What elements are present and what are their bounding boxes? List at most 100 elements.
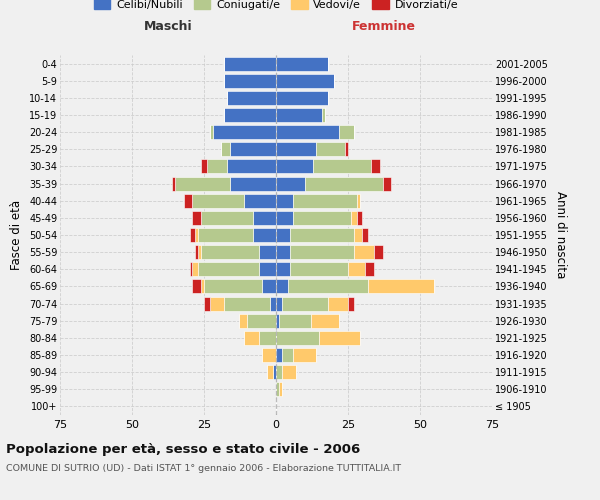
Bar	[198, 245, 201, 259]
Bar	[276, 160, 313, 173]
Bar	[279, 382, 282, 396]
Bar	[262, 348, 276, 362]
Bar	[276, 365, 282, 379]
Bar	[221, 142, 230, 156]
Bar	[247, 314, 276, 328]
Y-axis label: Anni di nascita: Anni di nascita	[554, 192, 567, 278]
Bar	[184, 194, 193, 207]
Legend: Celibi/Nubili, Coniugati/e, Vedovi/e, Divorziati/e: Celibi/Nubili, Coniugati/e, Vedovi/e, Di…	[91, 0, 461, 13]
Bar	[276, 176, 305, 190]
Bar	[362, 228, 368, 242]
Bar	[239, 314, 247, 328]
Bar	[276, 91, 328, 105]
Bar	[227, 91, 276, 105]
Bar	[224, 296, 270, 310]
Bar	[253, 228, 276, 242]
Bar	[276, 245, 290, 259]
Bar	[276, 331, 319, 345]
Bar	[293, 348, 316, 362]
Bar	[172, 176, 175, 190]
Bar	[273, 365, 276, 379]
Bar	[193, 262, 198, 276]
Bar	[276, 211, 293, 225]
Bar	[354, 245, 374, 259]
Bar	[328, 296, 348, 310]
Bar	[227, 160, 276, 173]
Bar	[287, 280, 368, 293]
Y-axis label: Fasce di età: Fasce di età	[10, 200, 23, 270]
Bar	[279, 314, 311, 328]
Bar	[282, 365, 296, 379]
Bar	[276, 382, 279, 396]
Bar	[368, 280, 434, 293]
Bar	[230, 142, 276, 156]
Bar	[193, 194, 244, 207]
Bar	[348, 262, 365, 276]
Bar	[290, 262, 348, 276]
Bar	[196, 245, 198, 259]
Bar	[190, 262, 193, 276]
Bar	[262, 280, 276, 293]
Bar	[354, 228, 362, 242]
Bar	[282, 348, 293, 362]
Bar	[224, 56, 276, 70]
Bar	[204, 280, 262, 293]
Bar	[253, 211, 276, 225]
Bar	[276, 194, 293, 207]
Bar	[351, 211, 356, 225]
Bar	[383, 176, 391, 190]
Bar	[270, 296, 276, 310]
Bar	[319, 331, 359, 345]
Bar	[290, 228, 354, 242]
Text: Femmine: Femmine	[352, 20, 416, 32]
Bar	[193, 280, 201, 293]
Bar	[175, 176, 230, 190]
Bar	[198, 262, 259, 276]
Bar	[356, 211, 362, 225]
Bar	[201, 211, 253, 225]
Bar	[276, 314, 279, 328]
Bar	[276, 280, 287, 293]
Bar	[305, 176, 383, 190]
Bar	[224, 74, 276, 88]
Bar	[190, 228, 196, 242]
Bar	[340, 125, 354, 139]
Bar	[276, 296, 282, 310]
Bar	[198, 228, 253, 242]
Bar	[244, 331, 259, 345]
Bar	[212, 125, 276, 139]
Bar	[276, 56, 328, 70]
Bar	[276, 74, 334, 88]
Bar	[259, 262, 276, 276]
Bar	[193, 211, 201, 225]
Bar	[201, 280, 204, 293]
Bar	[244, 194, 276, 207]
Bar	[311, 314, 340, 328]
Bar	[201, 160, 207, 173]
Bar	[276, 348, 282, 362]
Bar	[276, 125, 340, 139]
Text: Maschi: Maschi	[143, 20, 193, 32]
Bar	[356, 194, 359, 207]
Bar	[316, 142, 345, 156]
Bar	[259, 245, 276, 259]
Bar	[259, 331, 276, 345]
Bar	[290, 245, 354, 259]
Bar	[204, 296, 210, 310]
Bar	[230, 176, 276, 190]
Bar	[293, 211, 351, 225]
Bar	[268, 365, 273, 379]
Bar	[196, 228, 198, 242]
Bar	[345, 142, 348, 156]
Bar	[276, 108, 322, 122]
Bar	[282, 296, 328, 310]
Bar	[210, 296, 224, 310]
Bar	[201, 245, 259, 259]
Bar	[224, 108, 276, 122]
Bar	[371, 160, 380, 173]
Bar	[293, 194, 356, 207]
Bar	[207, 160, 227, 173]
Bar	[374, 245, 383, 259]
Bar	[276, 262, 290, 276]
Bar	[313, 160, 371, 173]
